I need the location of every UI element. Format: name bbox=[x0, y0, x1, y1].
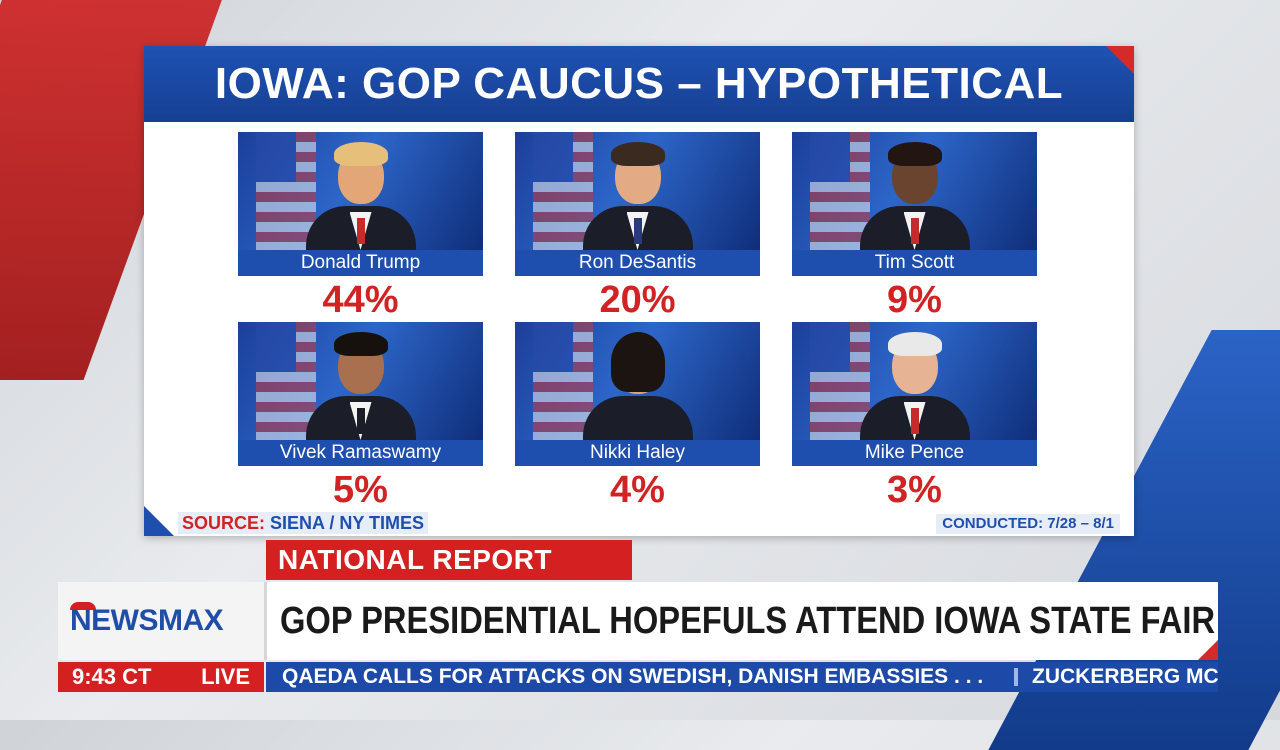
poll-source: SOURCE: SIENA / NY TIMES bbox=[178, 512, 429, 534]
source-value: SIENA / NY TIMES bbox=[270, 513, 425, 533]
poll-title-bar: IOWA: GOP CAUCUS – HYPOTHETICAL bbox=[144, 46, 1134, 122]
candidate-name: Vivek Ramaswamy bbox=[238, 440, 483, 466]
candidate-name: Tim Scott bbox=[792, 250, 1037, 276]
live-badge: LIVE bbox=[201, 664, 250, 689]
candidate-percentage: 44% bbox=[322, 279, 399, 321]
candidate-portrait bbox=[305, 140, 416, 250]
candidate-name: Ron DeSantis bbox=[515, 250, 760, 276]
candidate-percentage: 20% bbox=[599, 279, 676, 321]
source-corner-accent bbox=[144, 506, 174, 536]
candidate-name: Donald Trump bbox=[238, 250, 483, 276]
flag-icon bbox=[810, 322, 870, 440]
candidate-photo bbox=[515, 322, 760, 440]
candidate-name: Mike Pence bbox=[792, 440, 1037, 466]
news-ticker: QAEDA CALLS FOR ATTACKS ON SWEDISH, DANI… bbox=[266, 662, 1218, 692]
ticker-item: QAEDA CALLS FOR ATTACKS ON SWEDISH, DANI… bbox=[282, 665, 984, 688]
candidate-card: Ron DeSantis 20% bbox=[515, 132, 760, 322]
candidate-percentage: 4% bbox=[610, 469, 665, 511]
candidate-percentage: 5% bbox=[333, 469, 388, 511]
ticker-separator bbox=[1014, 668, 1018, 686]
headline: GOP PRESIDENTIAL HOPEFULS ATTEND IOWA ST… bbox=[280, 600, 1216, 642]
candidate-photo bbox=[238, 132, 483, 250]
section-label: NATIONAL REPORT bbox=[266, 540, 632, 580]
flag-icon bbox=[256, 322, 316, 440]
candidate-photo bbox=[515, 132, 760, 250]
clock-bar: 9:43 CT LIVE bbox=[58, 662, 264, 692]
flag-icon bbox=[810, 132, 870, 250]
flag-icon bbox=[533, 322, 593, 440]
candidate-card: Donald Trump 44% bbox=[238, 132, 483, 322]
clock-time: 9:43 CT bbox=[72, 664, 152, 689]
headline-corner-accent bbox=[1198, 640, 1218, 660]
candidate-photo bbox=[792, 132, 1037, 250]
candidate-name: Nikki Haley bbox=[515, 440, 760, 466]
source-label: SOURCE: bbox=[182, 513, 266, 533]
poll-title: IOWA: GOP CAUCUS – HYPOTHETICAL bbox=[214, 59, 1064, 108]
candidate-card: Tim Scott 9% bbox=[792, 132, 1037, 322]
ticker-item: ZUCKERBERG MC bbox=[1032, 665, 1218, 688]
network-logo-box: NEWSMAX bbox=[58, 582, 267, 660]
poll-graphic: IOWA: GOP CAUCUS – HYPOTHETICAL Donald T… bbox=[144, 46, 1134, 536]
candidate-portrait bbox=[582, 140, 693, 250]
title-corner-accent bbox=[1106, 46, 1134, 74]
flag-icon bbox=[256, 132, 316, 250]
candidate-portrait bbox=[305, 330, 416, 440]
flag-icon bbox=[533, 132, 593, 250]
candidate-percentage: 3% bbox=[887, 469, 942, 511]
candidate-photo bbox=[792, 322, 1037, 440]
candidate-portrait bbox=[859, 140, 970, 250]
candidate-percentage: 9% bbox=[887, 279, 942, 321]
candidate-photo bbox=[238, 322, 483, 440]
candidate-card: Vivek Ramaswamy 5% bbox=[238, 322, 483, 512]
network-logo: NEWSMAX bbox=[70, 604, 224, 637]
candidate-card: Mike Pence 3% bbox=[792, 322, 1037, 512]
poll-dates: CONDUCTED: 7/28 – 8/1 bbox=[936, 514, 1120, 534]
candidate-portrait bbox=[582, 330, 693, 440]
lower-third: NEWSMAX GOP PRESIDENTIAL HOPEFULS ATTEND… bbox=[58, 582, 1218, 660]
logo-swoosh-icon bbox=[70, 602, 96, 610]
candidate-portrait bbox=[859, 330, 970, 440]
candidate-card: Nikki Haley 4% bbox=[515, 322, 760, 512]
